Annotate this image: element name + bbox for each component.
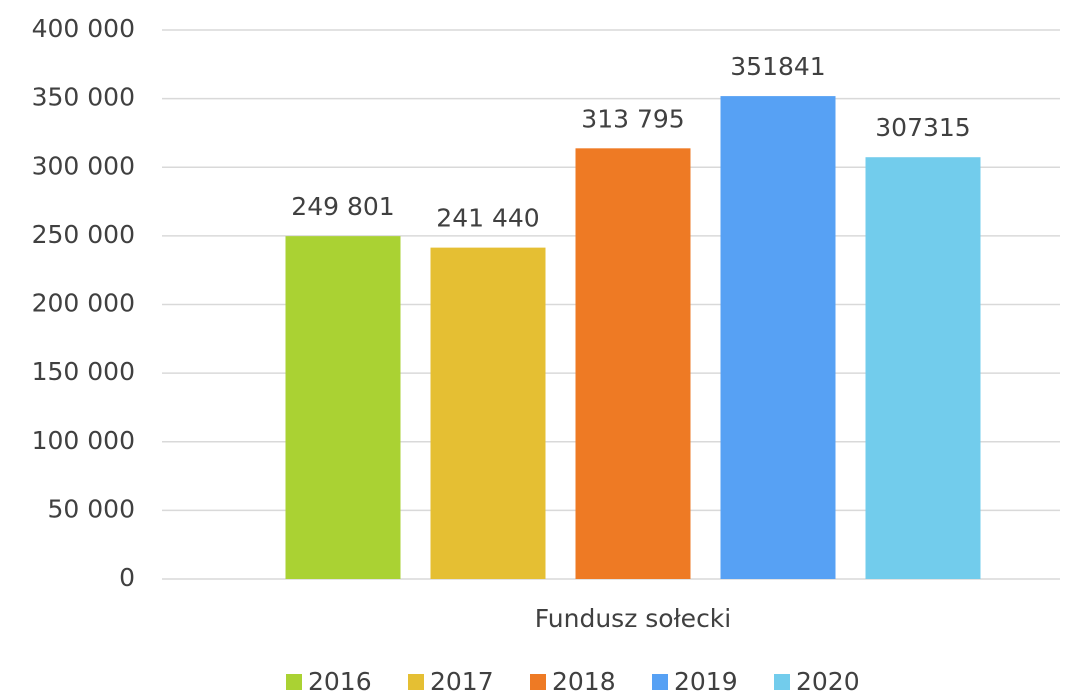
value-label: 307315 — [875, 113, 970, 142]
bar — [720, 96, 836, 579]
y-tick-label: 0 — [119, 563, 135, 592]
value-label: 313 795 — [581, 104, 684, 133]
legend-swatch — [530, 674, 546, 690]
value-label: 249 801 — [291, 192, 394, 221]
legend-swatch — [652, 674, 668, 690]
value-label: 241 440 — [436, 204, 539, 233]
value-label: 351841 — [730, 52, 825, 81]
legend-label: 2019 — [674, 667, 738, 693]
legend-label: 2018 — [552, 667, 616, 693]
y-tick-label: 50 000 — [48, 494, 135, 523]
y-tick-label: 150 000 — [32, 357, 135, 386]
bar — [285, 236, 401, 579]
y-tick-label: 300 000 — [32, 151, 135, 180]
y-tick-label: 400 000 — [32, 14, 135, 43]
x-tick-label: Fundusz sołecki — [535, 604, 731, 633]
legend-label: 2016 — [308, 667, 372, 693]
legend-label: 2020 — [796, 667, 860, 693]
legend-swatch — [286, 674, 302, 690]
legend-swatch — [774, 674, 790, 690]
y-tick-label: 350 000 — [32, 83, 135, 112]
y-tick-label: 200 000 — [32, 289, 135, 318]
legend-swatch — [408, 674, 424, 690]
y-tick-label: 100 000 — [32, 426, 135, 455]
y-tick-label: 250 000 — [32, 220, 135, 249]
bar — [865, 157, 981, 580]
legend-label: 2017 — [430, 667, 494, 693]
bar — [430, 247, 546, 579]
bar — [575, 148, 691, 580]
